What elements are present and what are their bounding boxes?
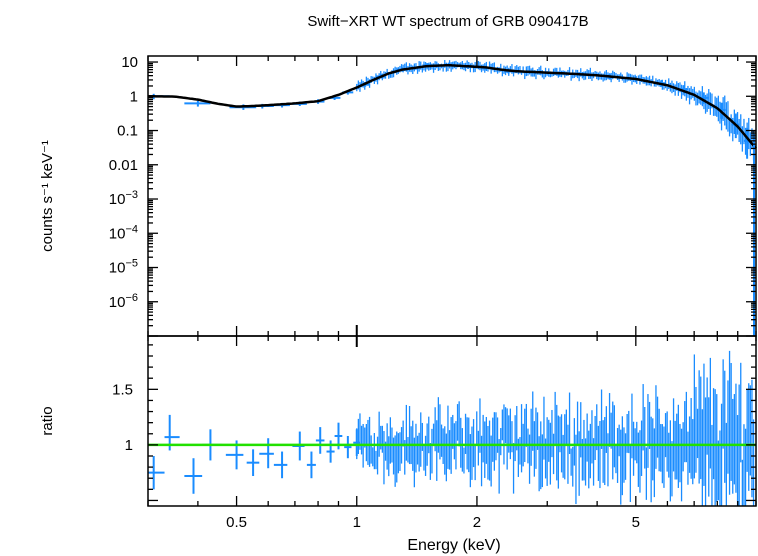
ratio-point-7 bbox=[273, 451, 288, 479]
x-tick-label-0: 0.5 bbox=[226, 514, 247, 531]
ratio-dense-data bbox=[356, 350, 755, 506]
ratio-y-tick-label-0: 1 bbox=[125, 437, 133, 454]
ratio-marks bbox=[148, 350, 756, 506]
spectrum-dense-data bbox=[356, 60, 755, 161]
spectrum-y-tick-label-0: 10 bbox=[121, 54, 138, 71]
ratio-point-0 bbox=[148, 456, 165, 490]
spectrum-x-ticks bbox=[147, 56, 757, 336]
x-axis-label: Energy (keV) bbox=[407, 537, 500, 554]
ratio-point-9 bbox=[306, 451, 316, 479]
spectrum-y-tick-label-1: 1 bbox=[130, 88, 138, 105]
spectrum-frame bbox=[147, 55, 757, 337]
ratio-point-14 bbox=[353, 429, 361, 456]
ratio-point-13 bbox=[344, 436, 352, 459]
spectrum-panel: 10 1 0.1 0.01 10−3 10−4 10−5 10−6 bbox=[109, 54, 757, 337]
x-tick-label-1: 1 bbox=[353, 514, 361, 531]
spectrum-marks bbox=[148, 60, 757, 336]
ratio-point-2 bbox=[184, 458, 203, 494]
spectrum-y-tick-label-3: 0.01 bbox=[109, 157, 138, 174]
spectrum-y-tick-label-7: 10−6 bbox=[109, 292, 138, 311]
ratio-point-10 bbox=[315, 427, 325, 454]
spectrum-y-tick-label-2: 0.1 bbox=[117, 123, 138, 140]
spectrum-y-tick-label-5: 10−4 bbox=[109, 223, 138, 242]
ratio-x-ticks: 0.5 1 2 5 bbox=[147, 325, 757, 531]
ratio-point-5 bbox=[246, 449, 260, 476]
spectrum-point-1 bbox=[184, 100, 211, 107]
spectrum-y-tick-label-6: 10−5 bbox=[109, 258, 138, 277]
ratio-point-6 bbox=[259, 438, 274, 469]
spectrum-y-tick-label-4: 10−3 bbox=[109, 189, 138, 208]
ratio-y-axis-label: ratio bbox=[39, 406, 56, 435]
x-tick-label-2: 2 bbox=[473, 514, 481, 531]
ratio-frame bbox=[147, 335, 757, 507]
ratio-y-ticks: 11.5 bbox=[112, 344, 756, 502]
chart-title: Swift−XRT WT spectrum of GRB 090417B bbox=[307, 13, 588, 30]
x-tick-label-3: 5 bbox=[632, 514, 640, 531]
spectrum-y-axis-label: counts s⁻¹ keV⁻¹ bbox=[39, 140, 56, 252]
model-line bbox=[148, 63, 757, 150]
ratio-panel: 11.5 0.5 1 2 5 bbox=[112, 325, 757, 531]
spectrum-y-ticks: 10 1 0.1 0.01 10−3 10−4 10−5 10−6 bbox=[109, 54, 756, 337]
ratio-y-tick-label-1: 1.5 bbox=[112, 381, 133, 398]
